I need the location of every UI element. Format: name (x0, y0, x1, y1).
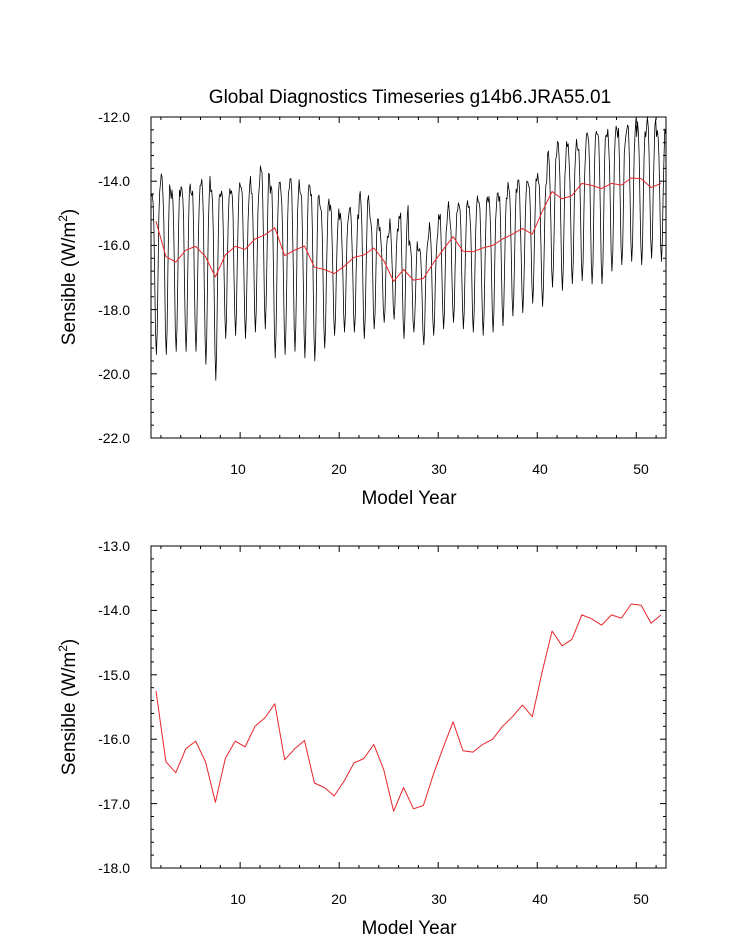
y-axis-title-main: Sensible (W/m (59, 222, 80, 346)
x-tick-label: 20 (331, 891, 347, 907)
top-y-axis-title: Sensible (W/m2) (56, 209, 80, 346)
bottom-panel: -18.0 -17.0 -16.0 -15.0 -14.0 -13.0 10 2… (56, 538, 667, 939)
bottom-y-axis-title: Sensible (W/m2) (56, 639, 80, 776)
y-axis-title-tail: ) (59, 639, 80, 645)
y-axis-title-main: Sensible (W/m (59, 652, 80, 776)
top-y-tick-labels: -22.0 -20.0 -18.0 -16.0 -14.0 -12.0 (98, 109, 130, 446)
y-axis-title-superscript: 2 (56, 215, 70, 222)
y-tick-label: -14.0 (98, 602, 130, 618)
top-annual-series-line (155, 177, 662, 282)
bottom-plot-frame (150, 545, 667, 869)
top-tick-marks (151, 116, 666, 439)
y-tick-label: -16.0 (98, 237, 130, 253)
y-tick-label: -15.0 (98, 667, 130, 683)
x-tick-label: 40 (532, 891, 548, 907)
top-plot-frame (150, 116, 667, 439)
y-tick-label: -17.0 (98, 796, 130, 812)
top-x-axis-title: Model Year (361, 488, 457, 509)
top-panel: -22.0 -20.0 -18.0 -16.0 -14.0 -12.0 10 2… (56, 109, 667, 509)
x-tick-label: 30 (431, 891, 447, 907)
x-tick-label: 40 (532, 461, 548, 477)
y-tick-label: -12.0 (98, 109, 130, 125)
chart-title: Global Diagnostics Timeseries g14b6.JRA5… (209, 87, 611, 108)
y-tick-label: -18.0 (98, 302, 130, 318)
x-tick-label: 50 (633, 891, 649, 907)
y-tick-label: -13.0 (98, 538, 130, 554)
x-tick-label: 10 (230, 461, 246, 477)
top-monthly-series-line (151, 116, 666, 381)
bottom-x-axis-title: Model Year (361, 918, 457, 939)
y-tick-label: -22.0 (98, 430, 130, 446)
y-tick-label: -18.0 (98, 860, 130, 876)
bottom-x-tick-labels: 10 20 30 40 50 (230, 891, 649, 907)
bottom-series-group (155, 603, 662, 812)
y-tick-label: -20.0 (98, 366, 130, 382)
x-tick-label: 30 (431, 461, 447, 477)
y-axis-title-superscript: 2 (56, 645, 70, 652)
top-series-group (151, 116, 666, 381)
x-tick-label: 20 (331, 461, 347, 477)
top-x-tick-labels: 10 20 30 40 50 (230, 461, 649, 477)
bottom-tick-marks (151, 545, 666, 869)
y-tick-label: -14.0 (98, 173, 130, 189)
bottom-annual-series-line (155, 603, 662, 812)
x-tick-label: 50 (633, 461, 649, 477)
x-tick-label: 10 (230, 891, 246, 907)
y-axis-title-tail: ) (59, 209, 80, 215)
y-tick-label: -16.0 (98, 731, 130, 747)
bottom-y-tick-labels: -18.0 -17.0 -16.0 -15.0 -14.0 -13.0 (98, 538, 130, 876)
